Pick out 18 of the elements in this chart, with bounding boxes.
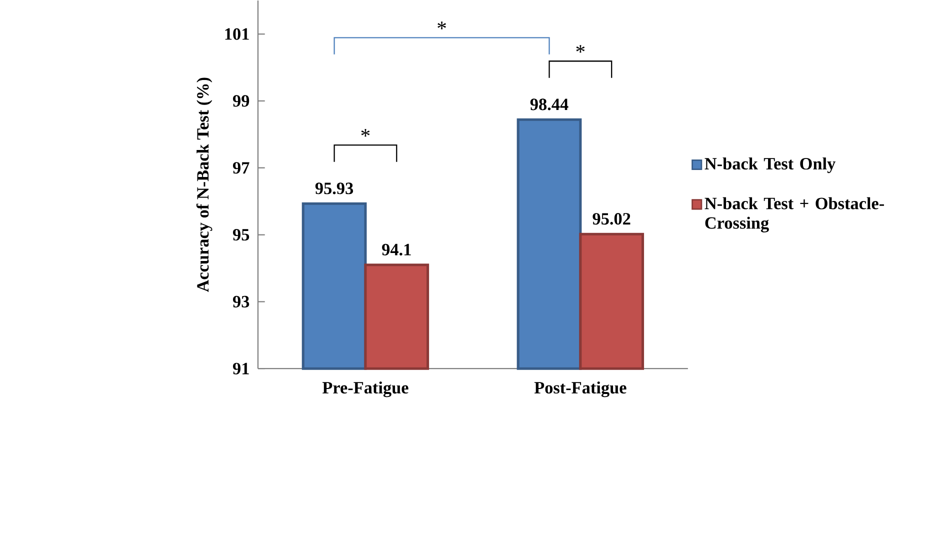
data-label: 94.1: [382, 244, 411, 256]
legend-label: N-back Test Only: [704, 158, 836, 174]
x-tick-label: Pre-Fatigue: [322, 382, 408, 398]
annotation: *: [361, 129, 370, 137]
y-tick-label: 91: [232, 362, 249, 374]
legend-label: N-back Test + Obstacle-Crossing: [704, 197, 884, 232]
y-tick-label: 93: [232, 296, 250, 308]
data-label: 98.44: [530, 98, 568, 110]
x-tick-label: Post-Fatigue: [534, 382, 626, 398]
data-label: 95.02: [592, 213, 630, 225]
data-label: 95.93: [315, 182, 354, 194]
y-tick-label: 99: [232, 95, 250, 107]
y-tick-label: 101: [225, 28, 249, 40]
y-axis-title: Accuracy of N-Back Test (%): [196, 78, 212, 292]
y-tick-label: 95: [232, 229, 250, 241]
y-tick-label: 97: [232, 162, 250, 174]
annotation: *: [438, 22, 446, 30]
annotation: *: [576, 45, 585, 53]
